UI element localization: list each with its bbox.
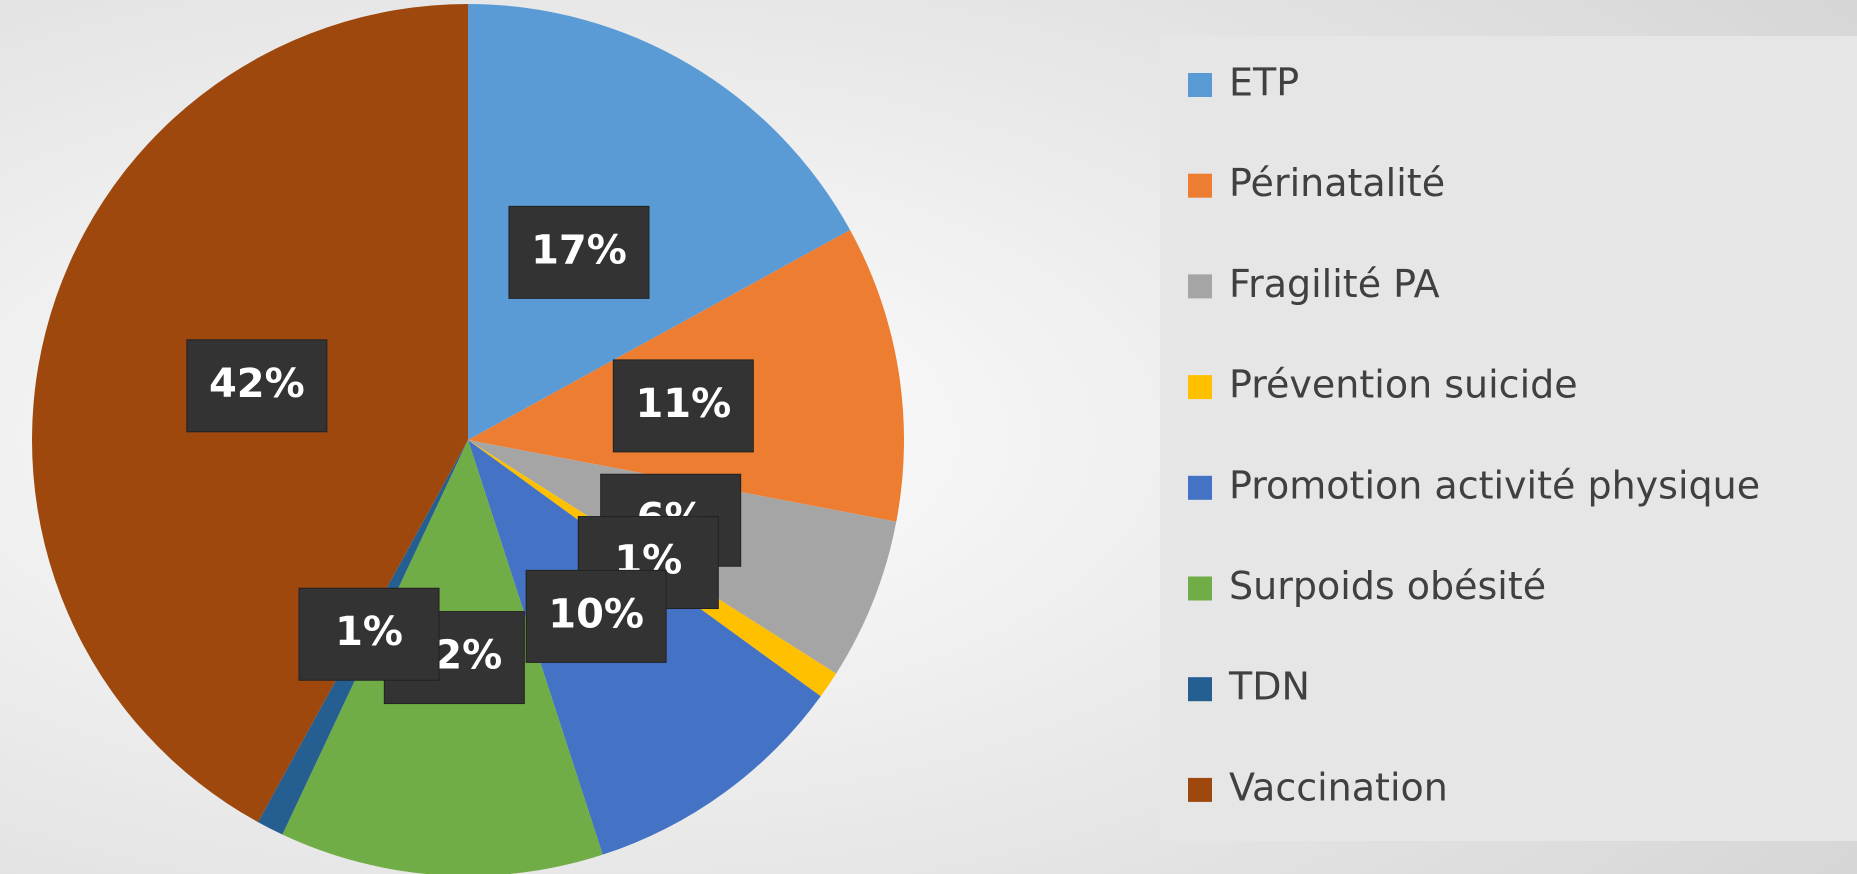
- legend-label: Vaccination: [1229, 765, 1448, 809]
- legend-label: Périnatalité: [1229, 161, 1445, 205]
- data-label: 17%: [531, 227, 627, 273]
- legend-box: [1160, 36, 1857, 841]
- legend-swatch: [1188, 475, 1212, 500]
- legend-swatch: [1188, 173, 1212, 198]
- data-label-box: [186, 339, 328, 433]
- data-labels: 17%11%6%1%10%12%1%42%: [186, 205, 754, 705]
- data-label: 42%: [209, 361, 305, 407]
- legend-label: ETP: [1229, 61, 1299, 105]
- legend-swatch: [1188, 677, 1212, 702]
- data-label-box: [298, 587, 440, 681]
- legend-swatch: [1188, 274, 1212, 299]
- pie-slice: [468, 4, 851, 440]
- legend-swatch: [1188, 375, 1212, 400]
- legend-label: Prévention suicide: [1229, 363, 1578, 407]
- legend-swatch: [1188, 576, 1212, 601]
- legend-swatch: [1188, 777, 1212, 802]
- pie: [32, 4, 904, 874]
- legend-swatch: [1188, 73, 1212, 97]
- data-label-box: [525, 569, 667, 663]
- legend-label: Surpoids obésité: [1229, 564, 1546, 608]
- data-label: 1%: [335, 609, 403, 655]
- legend-label: Promotion activité physique: [1229, 463, 1760, 507]
- legend: ETP Périnatalité Fragilité PA Prévention su…: [1188, 61, 1760, 809]
- legend-label: TDN: [1228, 665, 1310, 709]
- data-label-box: [508, 205, 650, 299]
- data-label: 10%: [548, 591, 644, 637]
- data-label: 11%: [635, 381, 731, 427]
- data-label-box: [612, 359, 754, 453]
- legend-label: Fragilité PA: [1229, 262, 1440, 306]
